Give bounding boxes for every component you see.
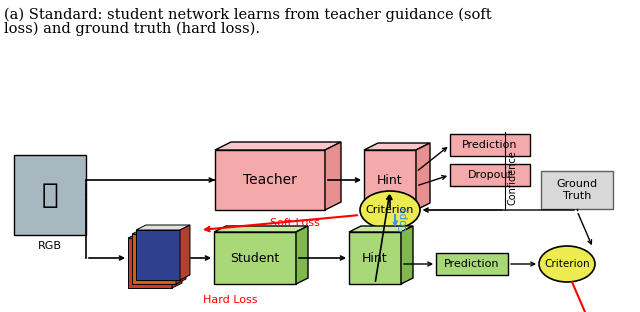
Text: 🚶: 🚶 — [42, 181, 58, 209]
Polygon shape — [349, 232, 401, 284]
Polygon shape — [132, 234, 176, 284]
Text: Hint: Hint — [377, 173, 403, 187]
Polygon shape — [349, 226, 413, 232]
Text: RGB: RGB — [38, 241, 62, 251]
Polygon shape — [215, 142, 341, 150]
Ellipse shape — [539, 246, 595, 282]
Polygon shape — [180, 225, 190, 280]
Polygon shape — [132, 229, 186, 234]
Polygon shape — [541, 171, 613, 209]
Text: loss) and ground truth (hard loss).: loss) and ground truth (hard loss). — [4, 22, 260, 37]
Polygon shape — [296, 226, 308, 284]
Polygon shape — [172, 233, 182, 288]
Polygon shape — [416, 143, 430, 210]
Polygon shape — [364, 150, 416, 210]
Polygon shape — [450, 134, 530, 156]
Text: Teacher: Teacher — [243, 173, 297, 187]
Text: (a) Standard: student network learns from teacher guidance (soft: (a) Standard: student network learns fro… — [4, 8, 492, 22]
Text: Hard Loss: Hard Loss — [203, 295, 257, 305]
Polygon shape — [214, 232, 296, 284]
Text: Prediction: Prediction — [462, 140, 518, 150]
Text: Criterion: Criterion — [544, 259, 590, 269]
Text: Soft Loss: Soft Loss — [270, 218, 320, 228]
Text: Ground
Truth: Ground Truth — [556, 179, 598, 201]
Polygon shape — [214, 226, 308, 232]
Polygon shape — [364, 143, 430, 150]
Ellipse shape — [360, 191, 420, 229]
Polygon shape — [215, 150, 325, 210]
Polygon shape — [401, 226, 413, 284]
Polygon shape — [325, 142, 341, 210]
Polygon shape — [136, 230, 180, 280]
Polygon shape — [176, 229, 186, 284]
Text: Student: Student — [230, 251, 280, 265]
Polygon shape — [128, 238, 172, 288]
Text: Hint: Hint — [362, 251, 388, 265]
Polygon shape — [436, 253, 508, 275]
FancyBboxPatch shape — [14, 155, 86, 235]
Polygon shape — [128, 233, 182, 238]
Text: Prediction: Prediction — [444, 259, 500, 269]
Polygon shape — [450, 164, 530, 186]
Text: Criterion: Criterion — [366, 205, 414, 215]
Polygon shape — [136, 225, 190, 230]
Text: Copy: Copy — [398, 206, 408, 232]
Text: Dropout: Dropout — [468, 170, 513, 180]
Text: Confidence: Confidence — [508, 150, 518, 205]
